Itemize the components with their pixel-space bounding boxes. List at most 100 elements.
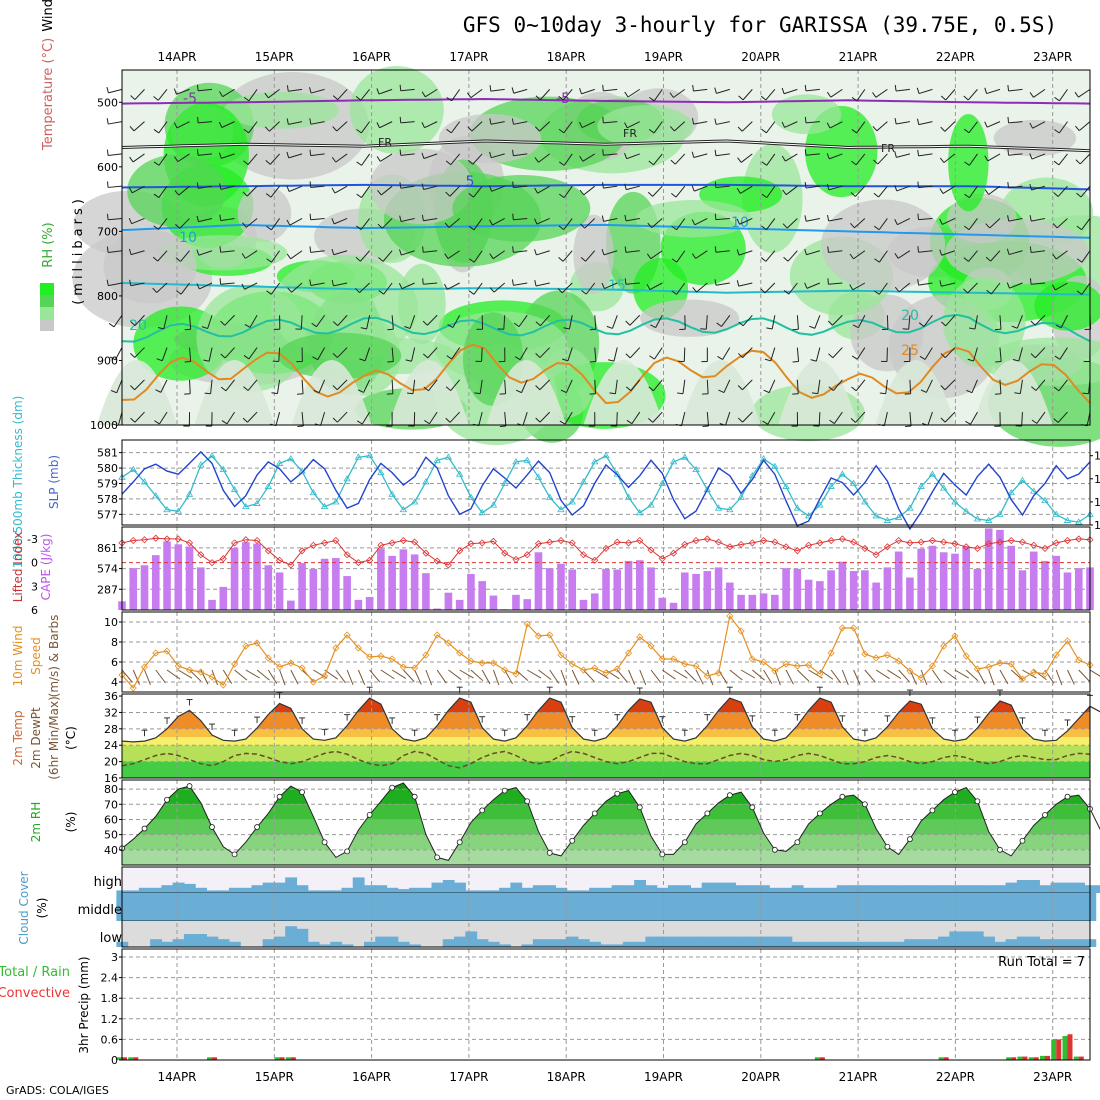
rh-point xyxy=(794,839,801,846)
rh-point xyxy=(434,854,441,861)
cloud-bar-middle xyxy=(521,893,534,921)
wind-barb-flag xyxy=(966,389,973,394)
rh-point xyxy=(456,839,463,846)
wind-barb xyxy=(854,218,866,229)
wind-barb xyxy=(604,282,618,290)
wind-barb xyxy=(721,314,731,327)
wind-barb xyxy=(359,282,370,294)
thickness-point xyxy=(928,470,937,477)
wind-barb-flag xyxy=(737,126,743,132)
wind-barb xyxy=(1016,315,1023,329)
thickness-point xyxy=(872,512,880,519)
wind-barb-flag xyxy=(670,159,676,165)
wind-barb-flag xyxy=(691,118,695,125)
thickness-point xyxy=(714,504,723,511)
cloud-bar-high xyxy=(499,887,511,893)
wind-barb-flag xyxy=(1007,181,1010,189)
cloud-cover-panel xyxy=(116,866,1100,948)
wind-barb-flag xyxy=(153,129,160,134)
surface-wind-barb xyxy=(459,669,474,679)
rh-band xyxy=(122,849,1090,865)
wind-barb xyxy=(270,282,280,295)
wind-barb xyxy=(918,282,933,286)
wind-barb-flag xyxy=(624,152,628,159)
cloud-bar-middle xyxy=(645,893,658,921)
wind-barb xyxy=(248,347,258,360)
wind-barb-flag xyxy=(782,223,788,229)
cloud-bar-low xyxy=(983,936,995,947)
date-label-top: 19APR xyxy=(644,50,683,64)
wind-speed-point xyxy=(264,654,272,662)
wind-barb-flag xyxy=(939,218,943,225)
wind-barb-flag xyxy=(917,213,919,220)
wind-barb xyxy=(199,282,213,290)
surface-wind-barb xyxy=(515,669,529,681)
cloud-bar-middle xyxy=(1005,893,1018,921)
wind-barb xyxy=(271,218,280,231)
wind-barb xyxy=(490,121,505,125)
thickness-line xyxy=(121,454,1091,523)
wind-barb-flag xyxy=(579,121,583,128)
wind-barb xyxy=(855,185,866,197)
cape-bar xyxy=(534,552,543,610)
rh-point xyxy=(749,804,756,811)
rh-point xyxy=(884,843,891,850)
wind-barb-flag xyxy=(515,389,522,394)
wind-barb-flag xyxy=(309,181,312,188)
wind-barb-flag xyxy=(736,187,741,194)
wind-barb-flag xyxy=(489,151,492,158)
wind-barb-flag xyxy=(106,118,109,125)
label-2m-dewpt: 2m DewPt xyxy=(29,707,43,769)
wind-barb-flag xyxy=(963,95,969,101)
wind-barb-flag xyxy=(1053,160,1060,166)
cloud-bar-middle xyxy=(532,893,545,921)
rh-band xyxy=(122,819,1090,835)
wind-barb xyxy=(423,282,438,285)
thickness-point xyxy=(624,493,633,500)
wind-barb xyxy=(652,411,663,423)
wind-barb xyxy=(563,153,573,166)
wind-barb-flag xyxy=(917,279,920,286)
wind-barb-flag xyxy=(354,287,360,294)
date-label-top: 23APR xyxy=(1033,50,1072,64)
wind-barb xyxy=(288,121,303,125)
surface-wind-barb xyxy=(650,669,662,683)
cloud-bar-middle xyxy=(1050,893,1063,921)
wind-barb-flag xyxy=(902,328,909,330)
rh-point xyxy=(974,798,981,805)
wind-barb-flag xyxy=(601,249,605,256)
wind-barb-flag xyxy=(916,118,920,125)
li-point xyxy=(152,534,160,542)
li-point xyxy=(613,538,621,546)
wind-barb-flag xyxy=(624,183,627,190)
label-cloud-unit: (%) xyxy=(35,898,49,919)
wind-barb-flag xyxy=(244,323,251,328)
li-point xyxy=(433,557,441,565)
wind-barb xyxy=(1031,153,1046,160)
cloud-bar-high xyxy=(127,890,140,893)
wind-barb xyxy=(492,250,505,260)
wind-barb-flag xyxy=(676,392,684,395)
wind-barb-flag xyxy=(851,386,857,392)
surface-wind-barb xyxy=(538,669,552,681)
temp-bands xyxy=(122,698,1090,778)
rh-point xyxy=(659,851,666,858)
cape-bar xyxy=(680,572,689,610)
rh-point xyxy=(209,824,215,830)
wind-barb-flag xyxy=(196,283,200,290)
wind-barb xyxy=(651,218,663,229)
precip-convective-bar xyxy=(1022,1056,1028,1060)
rh-point xyxy=(839,793,846,800)
surface-wind-barb xyxy=(718,669,728,684)
wind-barb xyxy=(134,314,145,326)
thickness-point xyxy=(332,498,340,505)
cloud-bar-high xyxy=(521,887,534,893)
wind-barb-flag xyxy=(387,360,394,363)
cloud-bar-middle xyxy=(848,893,860,921)
wind-barb-flag xyxy=(940,385,946,391)
li-point xyxy=(793,547,801,555)
wind-barb xyxy=(289,218,303,226)
thickness-point xyxy=(410,498,419,505)
surface-wind-barb xyxy=(875,669,890,680)
date-label-bottom: 14APR xyxy=(157,1070,196,1084)
